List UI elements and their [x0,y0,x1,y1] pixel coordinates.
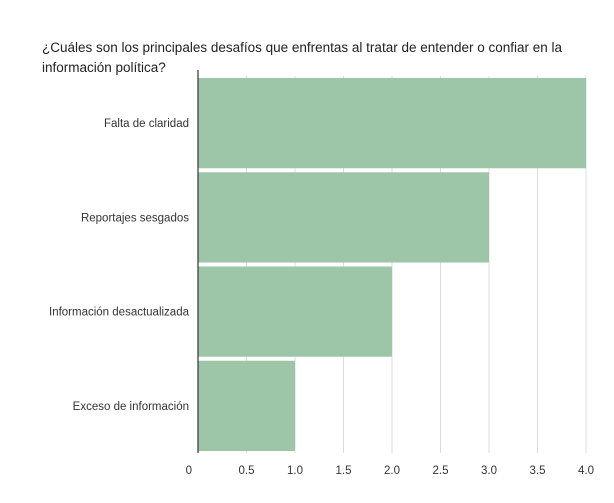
x-tick-label: 3.0 [481,465,497,477]
category-label: Reportajes sesgados [81,212,189,224]
x-tick-label: 4.0 [578,465,594,477]
x-tick-labels: 0 0.5 1.0 1.5 2.0 2.5 3.0 3.5 4.0 [186,465,594,477]
x-tick-label: 0 [186,465,192,477]
bar [198,360,295,451]
bar [198,172,489,263]
x-tick-label: 2.0 [384,465,400,477]
category-labels: Falta de claridad Reportajes sesgados Info… [49,118,190,413]
x-tick-label: 3.5 [530,465,546,477]
bars [198,78,586,451]
category-label: Información desactualizada [49,307,190,319]
x-tick-label: 1.5 [336,465,352,477]
x-tick-label: 2.5 [433,465,449,477]
category-label: Exceso de información [73,401,189,413]
x-tick-label: 0.5 [239,465,255,477]
chart-title: ¿Cuáles son los principales desafíos que… [42,40,563,75]
category-label: Falta de claridad [104,118,189,130]
bar [198,266,392,357]
bar [198,78,586,169]
x-tick-label: 1.0 [287,465,303,477]
